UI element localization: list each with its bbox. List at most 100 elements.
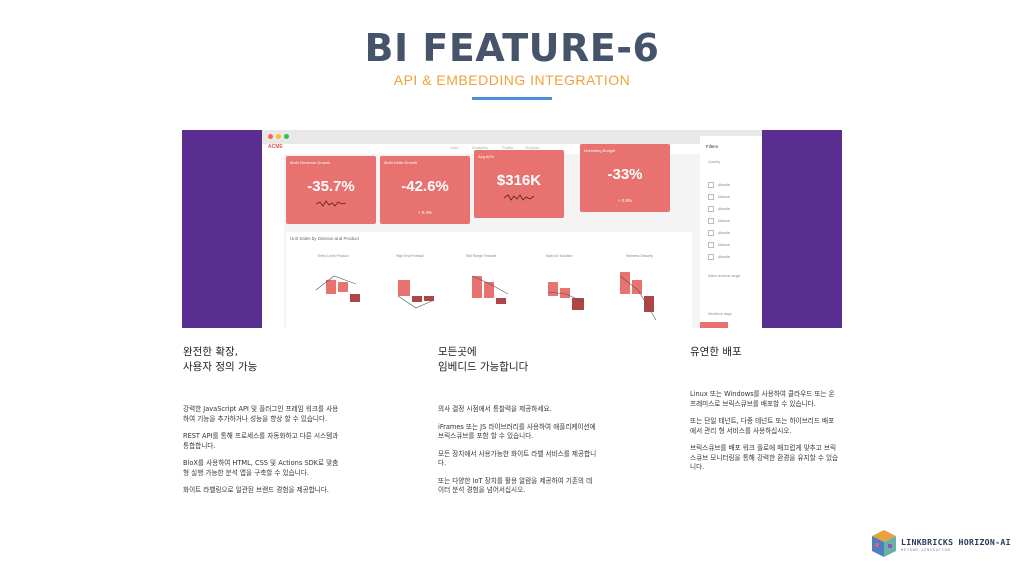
column-paragraph: 화이트 라벨링으로 일관된 브랜드 경험을 제공합니다. xyxy=(183,486,330,494)
column-heading: 유연한 배포 xyxy=(690,345,840,360)
kpi-value: -35.7% xyxy=(307,178,355,195)
acme-logo: ACME xyxy=(268,144,283,150)
kpi-label: MoM Revenue Growth xyxy=(290,160,331,165)
chart-bar xyxy=(496,298,506,304)
column-paragraph: 브릭스큐브를 배포 워크 플로에 매끄럽게 맞추고 브릭스큐브 모니터링을 통해… xyxy=(690,444,839,471)
column-paragraph: Linux 또는 Windows를 사용하여 클라우드 또는 온 프레미스로 브… xyxy=(690,390,835,408)
nav-tab[interactable]: Lists xyxy=(450,145,459,150)
column-heading-line: 사용자 정의 가능 xyxy=(183,361,258,373)
chart-column-label: Main AV Solution xyxy=(546,254,573,258)
dashboard-nav: Lists Analytics Profile Explore xyxy=(262,144,762,154)
kpi-label: Marketing Budget xyxy=(584,148,616,153)
dashboard-banner: Lists Analytics Profile Explore ACME MoM… xyxy=(182,130,842,328)
chart-bar xyxy=(644,296,654,312)
kpi-label: Avg AOV xyxy=(478,154,495,159)
column-paragraph: 강력한 JavaScript API 및 플러그인 프레임 워크를 사용하여 기… xyxy=(183,405,339,423)
chart-bar xyxy=(424,296,434,301)
chart-bar xyxy=(398,280,410,296)
chart-column-label: Entry Level Product xyxy=(318,254,349,258)
column-paragraph: 또는 단일 테넌트, 다중 테넌트 또는 하이브리드 배포에서 관리 형 서비스… xyxy=(690,417,835,435)
window-titlebar xyxy=(262,130,762,144)
column-paragraph: REST API를 통해 프로세스를 자동화하고 다른 시스템과 통합합니다. xyxy=(183,432,339,450)
column-paragraph: BloX를 사용하여 HTML, CSS 및 Actions SDK로 맞춤형 … xyxy=(183,459,339,477)
filter-label: Albania xyxy=(718,207,730,211)
chart-bar xyxy=(572,298,584,310)
brand-tagline: BEYOND GENERATION xyxy=(901,548,951,552)
filter-checkbox[interactable] xyxy=(708,182,714,188)
feature-column-embedding: 모든곳에 임베디드 가능합니다 의사 결정 시점에서 통찰력을 제공하세요. i… xyxy=(438,345,598,504)
maximize-dot-icon xyxy=(284,134,289,139)
brand-logo: LINKBRICKS HORIZON-AI BEYOND GENERATION xyxy=(870,529,1020,563)
column-heading-line: 유연한 배포 xyxy=(690,346,742,358)
filter-label: Albania xyxy=(718,195,730,199)
chart-bar xyxy=(412,296,422,302)
feature-column-extensibility: 완전한 확장, 사용자 정의 가능 강력한 JavaScript API 및 플… xyxy=(183,345,343,504)
chart-trend-lines xyxy=(315,275,657,321)
chart-bar xyxy=(350,294,360,302)
dashboard-sidebar xyxy=(262,154,284,328)
chart-bar xyxy=(620,272,630,294)
filter-label: Albania xyxy=(718,183,730,187)
chart-panel: Unit Sales by Division and Product Entry… xyxy=(286,232,692,328)
column-body: 강력한 JavaScript API 및 플러그인 프레임 워크를 사용하여 기… xyxy=(183,405,343,496)
kpi-sub: + 0.4% xyxy=(417,210,433,215)
kpi-sub: + 0.8% xyxy=(617,198,633,203)
kpi-card: MoM Units Growth -42.6% + 0.4% xyxy=(380,156,470,224)
chart-bar xyxy=(632,280,642,294)
column-paragraph: 의사 결정 시점에서 통찰력을 제공하세요. xyxy=(438,405,552,413)
column-heading-line: 모든곳에 xyxy=(438,346,477,358)
filter-label: Albania xyxy=(718,219,730,223)
column-paragraph: 또는 다양한 IoT 장치를 활용 알람을 제공하여 기존의 데이터 분석 경험… xyxy=(438,476,593,495)
chart-column-label: High End Firewall xyxy=(396,254,424,258)
filter-checkbox[interactable] xyxy=(708,218,714,224)
slide-title: BI FEATURE-6 xyxy=(364,26,660,70)
chart-column-label: Wireless Security xyxy=(626,254,654,258)
filter-checkbox[interactable] xyxy=(708,230,714,236)
filter-label: Albania xyxy=(718,255,730,259)
filter-checkbox[interactable] xyxy=(708,194,714,200)
column-paragraph: 모든 장치에서 사용가능한 화이트 라벨 서비스를 제공합니다. xyxy=(438,449,597,468)
sparkline-icon xyxy=(316,200,346,207)
column-heading: 모든곳에 임베디드 가능합니다 xyxy=(438,345,598,375)
column-paragraph: iFrames 또는 JS 라이브러리를 사용하여 애플리케이션에 브릭스큐브를… xyxy=(438,422,596,441)
kpi-card: Marketing Budget -33% + 0.8% xyxy=(580,144,670,212)
sparkline-icon xyxy=(504,194,534,201)
column-heading-line: 임베디드 가능합니다 xyxy=(438,361,529,373)
chart-title: Unit Sales by Division and Product xyxy=(290,236,360,241)
slide-subtitle: API & EMBEDDING INTEGRATION xyxy=(393,72,631,88)
feature-column-deployment: 유연한 배포 Linux 또는 Windows를 사용하여 클라우드 또는 온 … xyxy=(690,345,840,481)
nav-tab[interactable]: Explore xyxy=(526,145,540,150)
filter-checkbox[interactable] xyxy=(708,242,714,248)
filters-panel: Filters Country Albania Albania Albania … xyxy=(700,136,762,328)
kpi-value: -42.6% xyxy=(401,178,449,195)
filter-action-button[interactable] xyxy=(700,322,728,328)
chart-column-label: Mid Range Firewall xyxy=(466,254,496,258)
chart-bar xyxy=(484,282,494,298)
chart-bar xyxy=(560,288,570,298)
linkbricks-cube-icon xyxy=(872,530,896,557)
chart-bar xyxy=(326,280,336,294)
filter-label: Albania xyxy=(718,243,730,247)
filter-label: Months in days xyxy=(708,312,732,316)
filter-label: Sales revenue range xyxy=(708,274,741,278)
nav-tab[interactable]: Profile xyxy=(502,145,514,150)
kpi-card: Avg AOV $316K xyxy=(474,150,564,218)
kpi-value: -33% xyxy=(607,166,643,183)
kpi-card: MoM Revenue Growth -35.7% xyxy=(286,156,376,224)
column-heading-line: 완전한 확장, xyxy=(183,346,238,358)
filter-checkbox[interactable] xyxy=(708,206,714,212)
dashboard-screenshot: Lists Analytics Profile Explore ACME MoM… xyxy=(262,130,762,328)
filter-label: Country xyxy=(708,160,721,164)
brand-name: LINKBRICKS HORIZON-AI xyxy=(901,537,1011,547)
chart-bar xyxy=(472,276,482,298)
kpi-value: $316K xyxy=(496,172,542,189)
chart-bar xyxy=(548,282,558,296)
filter-checkbox[interactable] xyxy=(708,254,714,260)
title-underline xyxy=(472,97,552,100)
column-heading: 완전한 확장, 사용자 정의 가능 xyxy=(183,345,343,375)
kpi-label: MoM Units Growth xyxy=(384,160,418,165)
column-body: 의사 결정 시점에서 통찰력을 제공하세요. iFrames 또는 JS 라이브… xyxy=(438,405,598,496)
chart-bar xyxy=(338,282,348,292)
nav-tab[interactable]: Analytics xyxy=(472,145,489,150)
filter-label: Albania xyxy=(718,231,730,235)
